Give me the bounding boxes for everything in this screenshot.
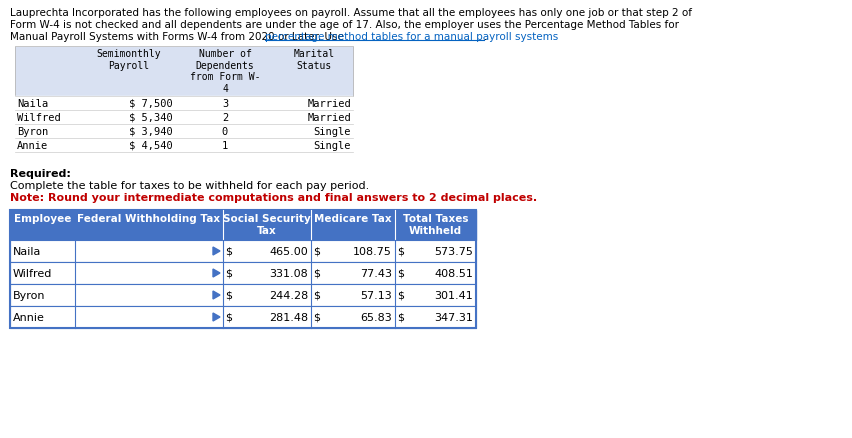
Text: $: $	[225, 312, 232, 322]
Text: 1: 1	[222, 141, 227, 151]
Bar	[15, 47, 353, 97]
Text: 65.83: 65.83	[360, 312, 392, 322]
Bar	[10, 211, 475, 240]
Text: 2: 2	[222, 113, 227, 123]
Bar	[15, 125, 353, 139]
Text: Required:: Required:	[10, 169, 71, 179]
Bar	[10, 306, 475, 328]
Text: $ 7,500: $ 7,500	[130, 99, 173, 109]
Bar	[15, 139, 353, 153]
Text: Naila: Naila	[13, 247, 42, 256]
Text: Note: Round your intermediate computations and final answers to 2 decimal places: Note: Round your intermediate computatio…	[10, 193, 537, 202]
Text: Naila: Naila	[17, 99, 49, 109]
Polygon shape	[213, 313, 220, 321]
Text: $: $	[396, 290, 404, 300]
Text: Semimonthly
Payroll: Semimonthly Payroll	[96, 49, 161, 71]
Text: Form W-4 is not checked and all dependents are under the age of 17. Also, the em: Form W-4 is not checked and all dependen…	[10, 20, 678, 30]
Text: Total Taxes
Withheld: Total Taxes Withheld	[402, 213, 468, 235]
Text: Single: Single	[314, 141, 350, 151]
Text: $: $	[313, 247, 320, 256]
Text: 244.28: 244.28	[268, 290, 308, 300]
Text: Wilfred: Wilfred	[13, 268, 52, 279]
Text: percentage method tables for a manual payroll systems: percentage method tables for a manual pa…	[265, 32, 558, 42]
Text: $: $	[225, 268, 232, 279]
Text: Complete the table for taxes to be withheld for each pay period.: Complete the table for taxes to be withh…	[10, 180, 369, 191]
Text: 331.08: 331.08	[269, 268, 308, 279]
Text: Employee: Employee	[14, 213, 71, 223]
Text: Annie: Annie	[17, 141, 49, 151]
Bar	[15, 97, 353, 111]
Text: Manual Payroll Systems with Forms W-4 from 2020 or Later. Use: Manual Payroll Systems with Forms W-4 fr…	[10, 32, 347, 42]
Text: 301.41: 301.41	[434, 290, 473, 300]
Text: Lauprechta Incorporated has the following employees on payroll. Assume that all : Lauprechta Incorporated has the followin…	[10, 8, 691, 18]
Text: 0: 0	[222, 127, 227, 137]
Text: Number of
Dependents
from Form W-
4: Number of Dependents from Form W- 4	[189, 49, 260, 94]
Text: $: $	[396, 247, 404, 256]
Bar	[10, 262, 475, 284]
Text: 3: 3	[222, 99, 227, 109]
Polygon shape	[213, 291, 220, 299]
Text: 108.75: 108.75	[353, 247, 392, 256]
Text: 408.51: 408.51	[434, 268, 473, 279]
Text: Married: Married	[307, 113, 350, 123]
Text: 347.31: 347.31	[434, 312, 473, 322]
Text: Medicare Tax: Medicare Tax	[314, 213, 391, 223]
Bar	[15, 111, 353, 125]
Polygon shape	[213, 269, 220, 277]
Text: Social Security
Tax: Social Security Tax	[223, 213, 310, 235]
Text: $: $	[313, 290, 320, 300]
Text: $ 4,540: $ 4,540	[130, 141, 173, 151]
Text: 57.13: 57.13	[360, 290, 392, 300]
Text: $ 5,340: $ 5,340	[130, 113, 173, 123]
Text: $: $	[396, 312, 404, 322]
Bar	[10, 240, 475, 262]
Text: 573.75: 573.75	[434, 247, 473, 256]
Text: .: .	[483, 32, 486, 42]
Text: $: $	[225, 247, 232, 256]
Polygon shape	[213, 247, 220, 255]
Text: Annie: Annie	[13, 312, 45, 322]
Text: $: $	[313, 268, 320, 279]
Bar	[10, 211, 475, 328]
Text: Married: Married	[307, 99, 350, 109]
Text: 77.43: 77.43	[360, 268, 392, 279]
Text: Byron: Byron	[17, 127, 49, 137]
Text: $: $	[225, 290, 232, 300]
Text: $: $	[313, 312, 320, 322]
Text: 281.48: 281.48	[268, 312, 308, 322]
Text: Federal Withholding Tax: Federal Withholding Tax	[78, 213, 221, 223]
Text: Byron: Byron	[13, 290, 45, 300]
Bar	[10, 211, 475, 240]
Text: Wilfred: Wilfred	[17, 113, 60, 123]
Text: $: $	[396, 268, 404, 279]
Text: $ 3,940: $ 3,940	[130, 127, 173, 137]
Text: Single: Single	[314, 127, 350, 137]
Bar	[10, 284, 475, 306]
Text: 465.00: 465.00	[269, 247, 308, 256]
Text: Marital
Status: Marital Status	[293, 49, 334, 71]
